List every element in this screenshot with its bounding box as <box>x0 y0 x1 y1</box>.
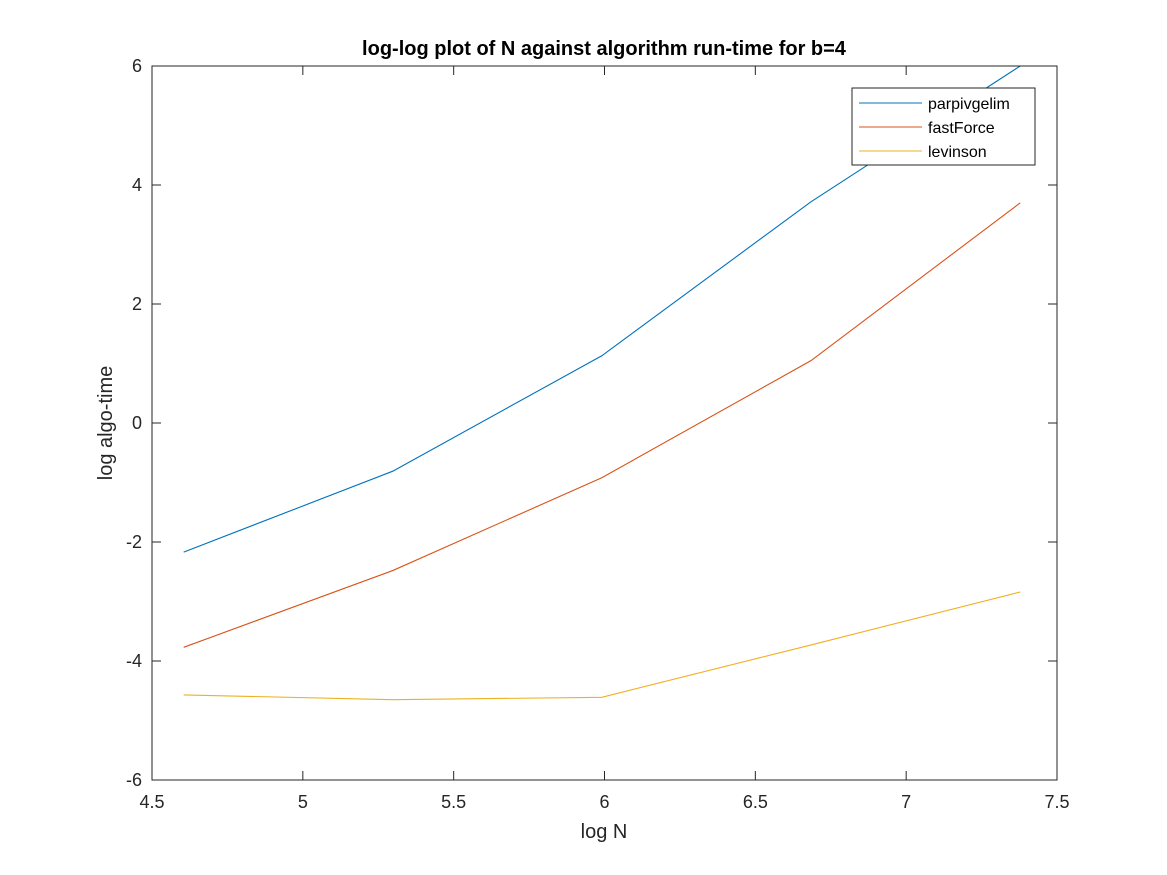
x-tick-label: 7 <box>901 792 911 812</box>
tick-marks <box>151 65 1058 781</box>
y-axis-label: log algo-time <box>95 366 117 481</box>
x-tick-label: 5.5 <box>441 792 466 812</box>
x-tick-label: 6 <box>599 792 609 812</box>
y-tick-label: 4 <box>132 175 142 195</box>
x-tick-label: 5 <box>298 792 308 812</box>
tick-labels: 4.5 5 5.5 6 6.5 7 7.5 -6 -4 -2 0 2 4 6 <box>126 56 1070 812</box>
y-tick-label: -6 <box>126 770 142 790</box>
y-tick-label: -2 <box>126 532 142 552</box>
x-axis-label: log N <box>581 821 628 843</box>
plot-frame <box>151 65 1058 781</box>
legend-label-fastForce: fastForce <box>928 120 995 137</box>
y-tick-label: 6 <box>132 56 142 76</box>
series-line-fastForce <box>183 202 1021 648</box>
legend: parpivgelim fastForce levinson <box>851 87 1036 166</box>
x-tick-label: 7.5 <box>1044 792 1069 812</box>
chart-title: log-log plot of N against algorithm run-… <box>362 38 847 60</box>
series-line-levinson <box>183 591 1021 701</box>
y-tick-label: -4 <box>126 651 142 671</box>
y-tick-label: 2 <box>132 294 142 314</box>
x-tick-label: 4.5 <box>139 792 164 812</box>
y-tick-label: 0 <box>132 413 142 433</box>
x-tick-label: 6.5 <box>743 792 768 812</box>
legend-label-parpivgelim: parpivgelim <box>928 96 1010 113</box>
legend-label-levinson: levinson <box>928 144 987 161</box>
